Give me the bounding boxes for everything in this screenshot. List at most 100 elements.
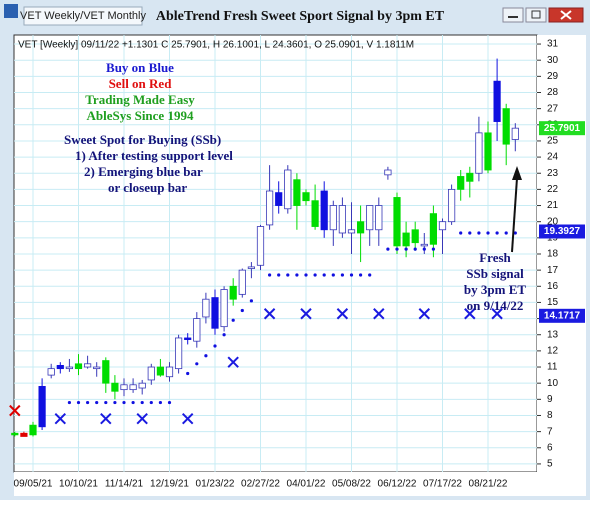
candle-body <box>93 366 101 370</box>
candle-body <box>56 365 64 370</box>
arrow-shaft <box>511 177 518 253</box>
app-icon <box>4 4 18 18</box>
support-dot <box>295 273 299 277</box>
candle-body <box>275 192 283 206</box>
candle-body <box>165 366 174 378</box>
ssb-signal <box>227 356 239 368</box>
tab-label[interactable]: VET Weekly/VET Monthly <box>20 10 146 22</box>
y-tick-label: 31 <box>547 39 559 50</box>
support-dot <box>140 400 144 405</box>
annotation: Sell on Red <box>109 76 173 91</box>
candle-body <box>329 205 337 231</box>
support-dot <box>195 362 199 366</box>
support-dot <box>67 400 71 405</box>
window-buttons <box>502 7 584 23</box>
ssb-signal <box>181 412 194 425</box>
annotation: SSb signal <box>466 266 524 281</box>
candle-body <box>356 221 365 234</box>
support-dot <box>395 247 399 251</box>
y-tick-label: 22 <box>547 184 559 195</box>
x-tick-label: 06/12/22 <box>378 479 417 490</box>
candle-body <box>147 366 155 381</box>
support-dot <box>322 273 326 277</box>
y-tick-label: 29 <box>547 71 559 82</box>
support-dot <box>122 400 126 405</box>
arrow-head <box>512 166 522 180</box>
support-dot <box>204 354 208 358</box>
price-label-box <box>539 121 585 136</box>
ssb-signal <box>373 308 385 320</box>
ssb-signal <box>464 308 476 320</box>
support-dot <box>149 400 153 405</box>
y-tick-label: 12 <box>547 346 559 357</box>
annotation: AbleSys Since 1994 <box>87 108 194 123</box>
candle-body <box>184 337 192 340</box>
support-dot <box>513 231 517 235</box>
annotation: by 3pm ET <box>464 282 526 297</box>
candle-body <box>375 205 383 231</box>
ssb-signal <box>100 412 112 425</box>
price-label-box <box>539 224 585 239</box>
candle-body <box>466 172 474 182</box>
candle-body <box>229 285 237 300</box>
candle-body <box>302 192 310 202</box>
candle-body <box>429 213 438 245</box>
price-label-box <box>539 308 585 323</box>
candle-body <box>156 366 164 376</box>
y-tick-label: 15 <box>547 297 559 308</box>
y-tick-label: 27 <box>547 103 559 114</box>
price-label: 14.1717 <box>544 310 581 321</box>
tab[interactable] <box>23 6 143 26</box>
support-dot <box>386 247 390 251</box>
support-dot <box>222 333 226 337</box>
minimize-button[interactable] <box>502 7 524 23</box>
candle-body <box>402 232 410 247</box>
price-label: 25.7901 <box>544 123 581 134</box>
support-dot <box>404 247 408 251</box>
support-dot <box>231 318 235 322</box>
candle-body <box>393 197 401 247</box>
candle-body <box>29 424 37 436</box>
support-dot <box>486 231 490 235</box>
candle-body <box>102 360 110 384</box>
candle-body <box>493 80 501 122</box>
candle-body <box>338 205 347 234</box>
y-tick-label: 5 <box>547 459 553 470</box>
support-dot <box>186 371 190 376</box>
candle-body <box>502 108 510 145</box>
candle-body <box>320 190 328 231</box>
y-tick-label: 10 <box>547 378 559 389</box>
ssb-signal <box>491 308 503 320</box>
chart-header: VET [Weekly] 09/11/22 +1.1301 C 25.7901,… <box>18 40 414 51</box>
window-title: AbleTrend Fresh Sweet Sport Signal by 3p… <box>156 9 445 24</box>
candle-body <box>256 226 265 266</box>
support-dot <box>413 247 417 251</box>
candle-body <box>38 386 46 428</box>
x-tick-label: 08/21/22 <box>469 479 508 490</box>
support-dot <box>104 400 108 405</box>
support-dot <box>331 273 335 277</box>
support-dot <box>113 400 117 405</box>
support-dot <box>359 273 363 277</box>
candle-body <box>65 366 73 370</box>
candle-body <box>238 269 246 295</box>
ssb-signal <box>300 308 312 320</box>
support-dot <box>422 247 426 251</box>
candle-body <box>202 298 210 318</box>
candle-body <box>174 337 183 370</box>
y-tick-label: 21 <box>547 200 559 211</box>
candle-body <box>47 368 55 376</box>
candle-body <box>411 229 419 244</box>
maximize-button[interactable] <box>525 7 547 23</box>
candle-body <box>211 297 219 329</box>
annotation: 2) Emerging blue bar <box>84 164 203 179</box>
support-dot <box>213 344 217 348</box>
y-tick-label: 8 <box>547 410 553 421</box>
ssb-signal <box>336 308 349 320</box>
x-tick-label: 09/05/21 <box>14 479 53 490</box>
x-axis-panel <box>14 472 586 496</box>
support-dot <box>340 273 344 277</box>
maximize-icon <box>531 10 541 19</box>
support-dot <box>349 273 354 277</box>
